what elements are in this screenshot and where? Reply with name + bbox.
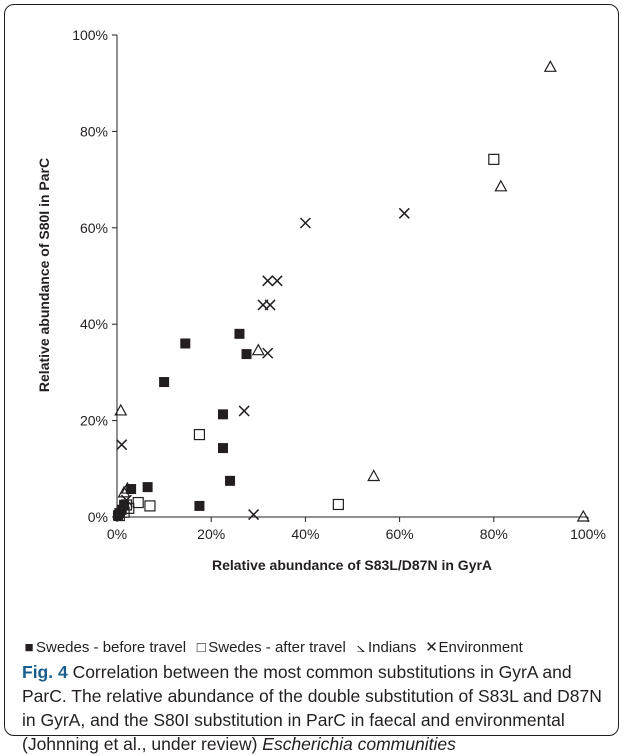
legend-label: Swedes - before travel (36, 639, 187, 656)
figure-frame (4, 4, 619, 736)
x-axis-label: Relative abundance of S83L/D87N in GyrA (212, 557, 492, 573)
legend: ■ Swedes - before travel □ Swedes - after … (22, 638, 622, 656)
data-point (398, 207, 410, 219)
figure-caption: Fig. 4 Correlation between the most comm… (22, 660, 607, 756)
data-point (367, 469, 381, 482)
data-point (120, 481, 134, 494)
data-point (299, 217, 311, 229)
x-tick-label: 60% (386, 526, 414, 542)
data-point (332, 498, 344, 511)
caption-text: Correlation between the most common subs… (22, 662, 602, 754)
data-point (234, 328, 245, 339)
series-swedes-before-travel (112, 328, 252, 521)
legend-item-indians: ⦣ Indians (354, 639, 417, 656)
series-environment (116, 207, 410, 521)
data-point (241, 349, 252, 360)
data-point (262, 275, 274, 287)
y-axis-label: Relative abundance of S80I in ParC (36, 158, 52, 392)
x-mark-icon: ✕ (425, 639, 438, 656)
y-tick-label: 60% (80, 220, 108, 236)
series-indians (114, 60, 590, 522)
x-tick-label: 40% (291, 526, 319, 542)
data-point (180, 338, 191, 349)
x-tick-label: 0% (107, 526, 127, 542)
data-points (112, 60, 590, 522)
data-point (114, 403, 128, 416)
y-tick-label: 40% (80, 316, 108, 332)
filled-square-icon: ■ (24, 639, 34, 656)
y-tick-label: 80% (80, 123, 108, 139)
x-tick-label: 100% (570, 526, 606, 542)
x-tick-label: 20% (197, 526, 225, 542)
data-point (193, 428, 206, 441)
legend-label: Environment (438, 639, 523, 656)
figure-label: Fig. 4 (22, 662, 68, 682)
legend-label: Indians (367, 639, 417, 656)
data-point (264, 299, 276, 311)
data-point (238, 405, 250, 417)
data-point (262, 347, 274, 359)
legend-item-swedes-after: □ Swedes - after travel (194, 639, 346, 656)
data-point (120, 494, 132, 506)
series-swedes-after-travel (113, 153, 500, 522)
data-point (159, 377, 170, 388)
data-point (494, 179, 508, 192)
open-square-icon: □ (196, 639, 206, 656)
data-point (576, 509, 590, 522)
y-tick-label: 0% (88, 509, 108, 525)
y-tick-label: 20% (80, 413, 108, 429)
x-tick-label: 80% (480, 526, 508, 542)
data-point (217, 409, 228, 420)
data-point (116, 439, 128, 451)
triangle-icon: ⦣ (356, 639, 366, 656)
axis-ticks: 0% 20% 40% 60% 80% 100% 0% 20% 40% 60% 80% 100% (72, 27, 606, 542)
data-point (543, 60, 557, 72)
legend-item-swedes-before: ■ Swedes - before travel (22, 639, 186, 656)
legend-item-environment: ✕Environment (425, 638, 523, 656)
axes (116, 35, 588, 518)
scatter-chart: 0% 20% 40% 60% 80% 100% 0% 20% 40% 60% 80% 100% Rel… (36, 27, 606, 573)
data-point (488, 153, 500, 165)
data-point (144, 500, 156, 512)
data-point (225, 475, 236, 486)
data-point (251, 343, 265, 356)
data-point (248, 509, 260, 521)
data-point (271, 275, 283, 287)
caption-italic-text: Escherichia communities (262, 734, 456, 754)
data-point (132, 496, 144, 509)
data-point (142, 482, 153, 493)
legend-label: Swedes - after travel (208, 639, 346, 656)
y-tick-label: 100% (72, 27, 108, 43)
data-point (217, 443, 228, 454)
data-point (194, 500, 205, 511)
